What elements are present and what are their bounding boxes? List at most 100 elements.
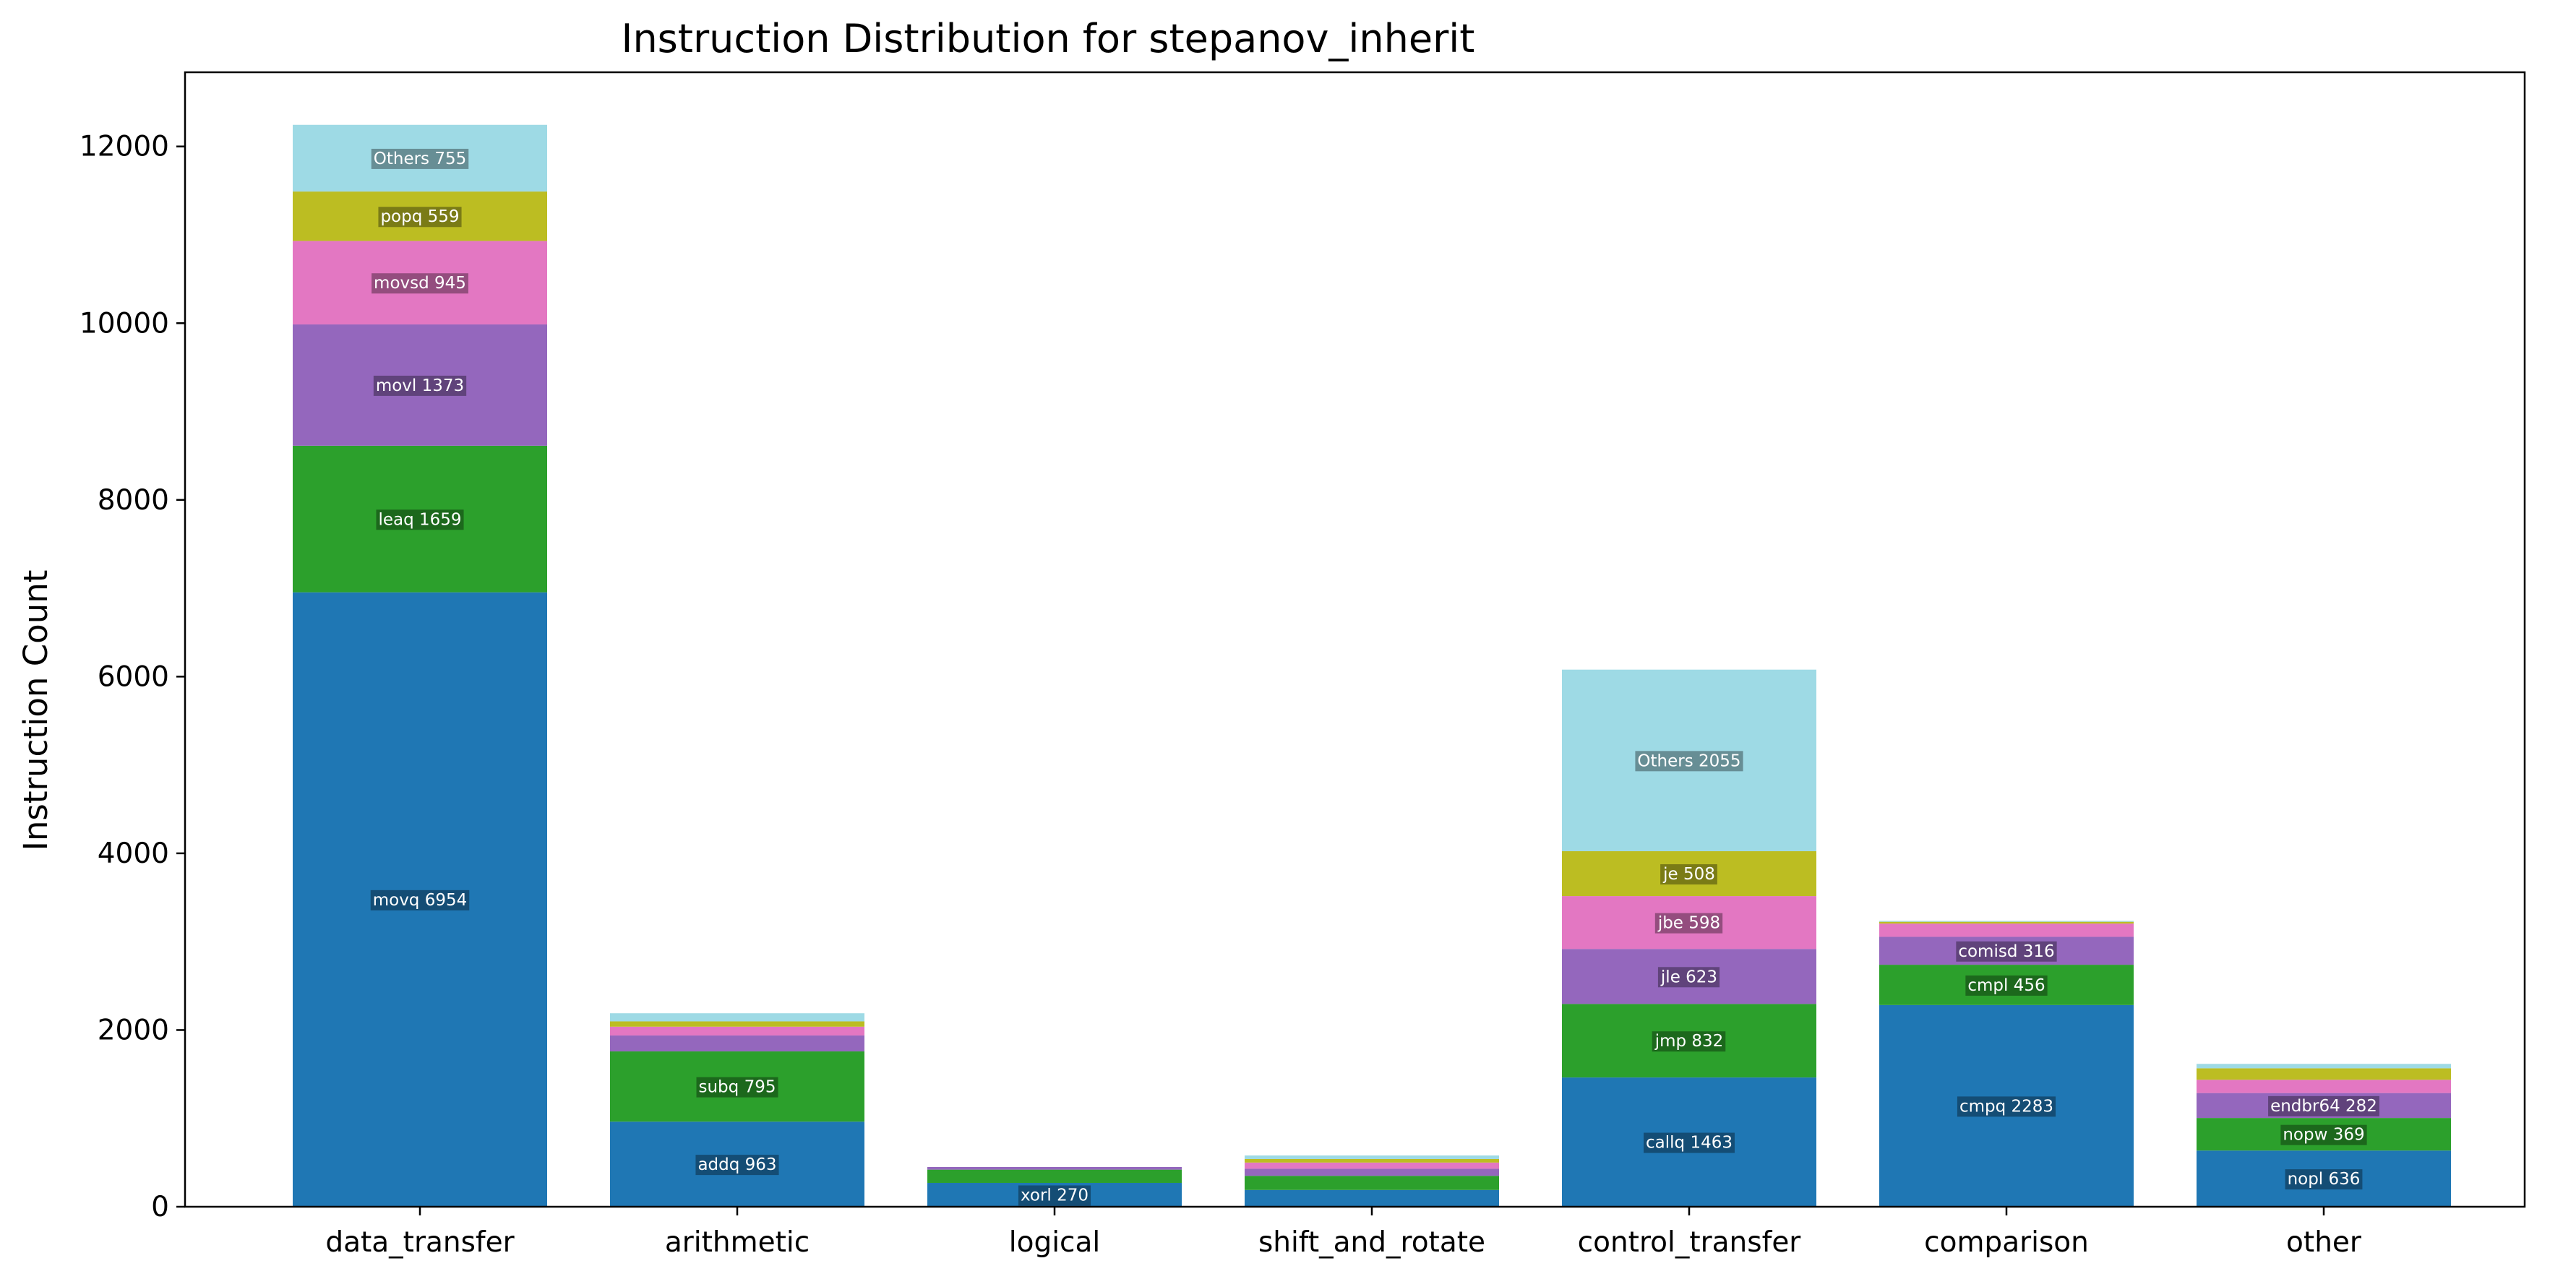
segment-label: jle 623: [1657, 967, 1720, 988]
y-tick-label: 10000: [80, 307, 169, 340]
bar-segment: [2197, 1093, 2451, 1119]
segment-label: subq 795: [696, 1077, 778, 1098]
segment-label-bg: [2268, 1095, 2379, 1116]
bar-segment: [927, 1166, 1182, 1170]
segment-label: xorl 270: [1018, 1185, 1091, 1206]
bar-segment: [1245, 1189, 1499, 1207]
bar-segment: [927, 1169, 1182, 1183]
bar-segment: [1562, 896, 1816, 949]
bar-segment: [1562, 949, 1816, 1004]
segment-label: je 508: [1660, 864, 1717, 885]
bar-segment: [610, 1051, 864, 1122]
segment-label-text: comisd 316: [1958, 942, 2054, 961]
bar-segment: [2197, 1068, 2451, 1080]
segment-label: popq 559: [378, 207, 462, 228]
bar-segment: [610, 1121, 864, 1207]
bar-segment: [1562, 669, 1816, 851]
segment-label-bg: [372, 273, 468, 294]
x-tick-label: logical: [1009, 1226, 1100, 1259]
bar-stack-other: [2197, 1064, 2451, 1207]
bar-segment: [1879, 923, 2134, 937]
segment-label-text: Others 755: [374, 150, 467, 168]
x-tick-label: comparison: [1924, 1226, 2089, 1259]
segment-label-bg: [1657, 967, 1720, 988]
segment-label-bg: [695, 1155, 779, 1176]
x-tick-label: control_transfer: [1578, 1226, 1802, 1259]
bar-segment: [1245, 1176, 1499, 1190]
bar-segment: [1245, 1155, 1499, 1159]
segment-label-text: addq 963: [697, 1155, 776, 1174]
segment-label: movl 1373: [373, 375, 467, 396]
segment-label-text: movsd 945: [374, 274, 466, 293]
segment-label-text: movq 6954: [373, 891, 468, 910]
bar-segment: [293, 124, 547, 192]
segment-label-bg: [696, 1077, 778, 1098]
segment-label: leaq 1659: [376, 509, 464, 530]
segment-label-text: Others 2055: [1637, 752, 1740, 770]
bar-stack-logical: [927, 1166, 1182, 1207]
segment-label-bg: [1965, 975, 2048, 996]
bar-segment: [1879, 936, 2134, 965]
x-tick-label: data_transfer: [325, 1226, 515, 1259]
bar-segment: [1245, 1162, 1499, 1169]
segment-label: nopl 636: [2285, 1169, 2363, 1190]
bars-layer: [293, 124, 2451, 1207]
segment-label-bg: [1956, 941, 2057, 962]
bar-segment: [2197, 1150, 2451, 1207]
bar-segment: [293, 324, 547, 446]
x-axis-ticks: data_transfer arithmetic logical shift_and_…: [325, 1207, 2362, 1259]
segment-label-bg: [373, 375, 467, 396]
bar-stack-arithmetic: [610, 1013, 864, 1207]
segment-label: movsd 945: [372, 273, 468, 294]
segment-label-text: cmpq 2283: [1959, 1097, 2053, 1116]
x-tick-label: shift_and_rotate: [1258, 1226, 1485, 1259]
y-tick-label: 6000: [98, 660, 169, 693]
segment-label-text: je 508: [1662, 865, 1715, 884]
y-tick-label: 4000: [98, 837, 169, 870]
segment-label-bg: [2280, 1124, 2367, 1145]
bar-segment: [1879, 965, 2134, 1005]
segment-label-bg: [1018, 1185, 1091, 1206]
segment-label-bg: [370, 890, 470, 910]
bar-segment: [293, 592, 547, 1207]
bar-stack-data-transfer: [293, 124, 547, 1207]
segment-label: movq 6954: [370, 890, 470, 910]
segment-label-text: popq 559: [380, 207, 459, 226]
y-axis-label: Instruction Count: [17, 570, 55, 851]
y-axis-ticks: 0 2000 4000 6000 8000 10000 12000: [80, 131, 185, 1223]
segment-label-text: callq 1463: [1646, 1134, 1733, 1153]
segment-label-bg: [2285, 1169, 2363, 1190]
bar-segment: [610, 1013, 864, 1022]
y-tick-label: 8000: [98, 484, 169, 517]
bar-segment: [293, 445, 547, 593]
bar-stack-comparison: [1879, 921, 2134, 1207]
segment-label-bg: [1652, 1031, 1726, 1052]
segment-label: Others 755: [371, 148, 469, 169]
segment-label-text: leaq 1659: [378, 510, 461, 529]
segment-labels-layer: movq 6954 leaq 1659 movl 1373 movsd 945 popq…: [370, 148, 2379, 1206]
segment-label-bg: [376, 509, 464, 530]
segment-label-bg: [1635, 751, 1743, 772]
segment-label: comisd 316: [1956, 941, 2057, 962]
segment-label-text: jbe 598: [1657, 914, 1720, 933]
bar-segment: [1562, 850, 1816, 897]
y-tick-label: 0: [151, 1191, 169, 1223]
segment-label-text: subq 795: [699, 1078, 776, 1097]
segment-label-bg: [378, 207, 462, 228]
segment-label-text: xorl 270: [1021, 1186, 1089, 1205]
segment-label: callq 1463: [1644, 1132, 1735, 1153]
segment-label: Others 2055: [1635, 751, 1743, 772]
segment-label: endbr64 282: [2268, 1095, 2379, 1116]
bar-segment: [1879, 921, 2134, 924]
bar-stack-control-transfer: [1562, 669, 1816, 1207]
segment-label: addq 963: [695, 1155, 779, 1176]
segment-label-bg: [1654, 913, 1723, 934]
segment-label: nopw 369: [2280, 1124, 2367, 1145]
y-tick-label: 12000: [80, 131, 169, 163]
plot-frame: [184, 71, 2526, 1208]
bar-segment: [1562, 1004, 1816, 1078]
segment-label-bg: [1644, 1132, 1735, 1153]
segment-label-text: jle 623: [1660, 968, 1717, 986]
bar-segment: [2197, 1118, 2451, 1151]
